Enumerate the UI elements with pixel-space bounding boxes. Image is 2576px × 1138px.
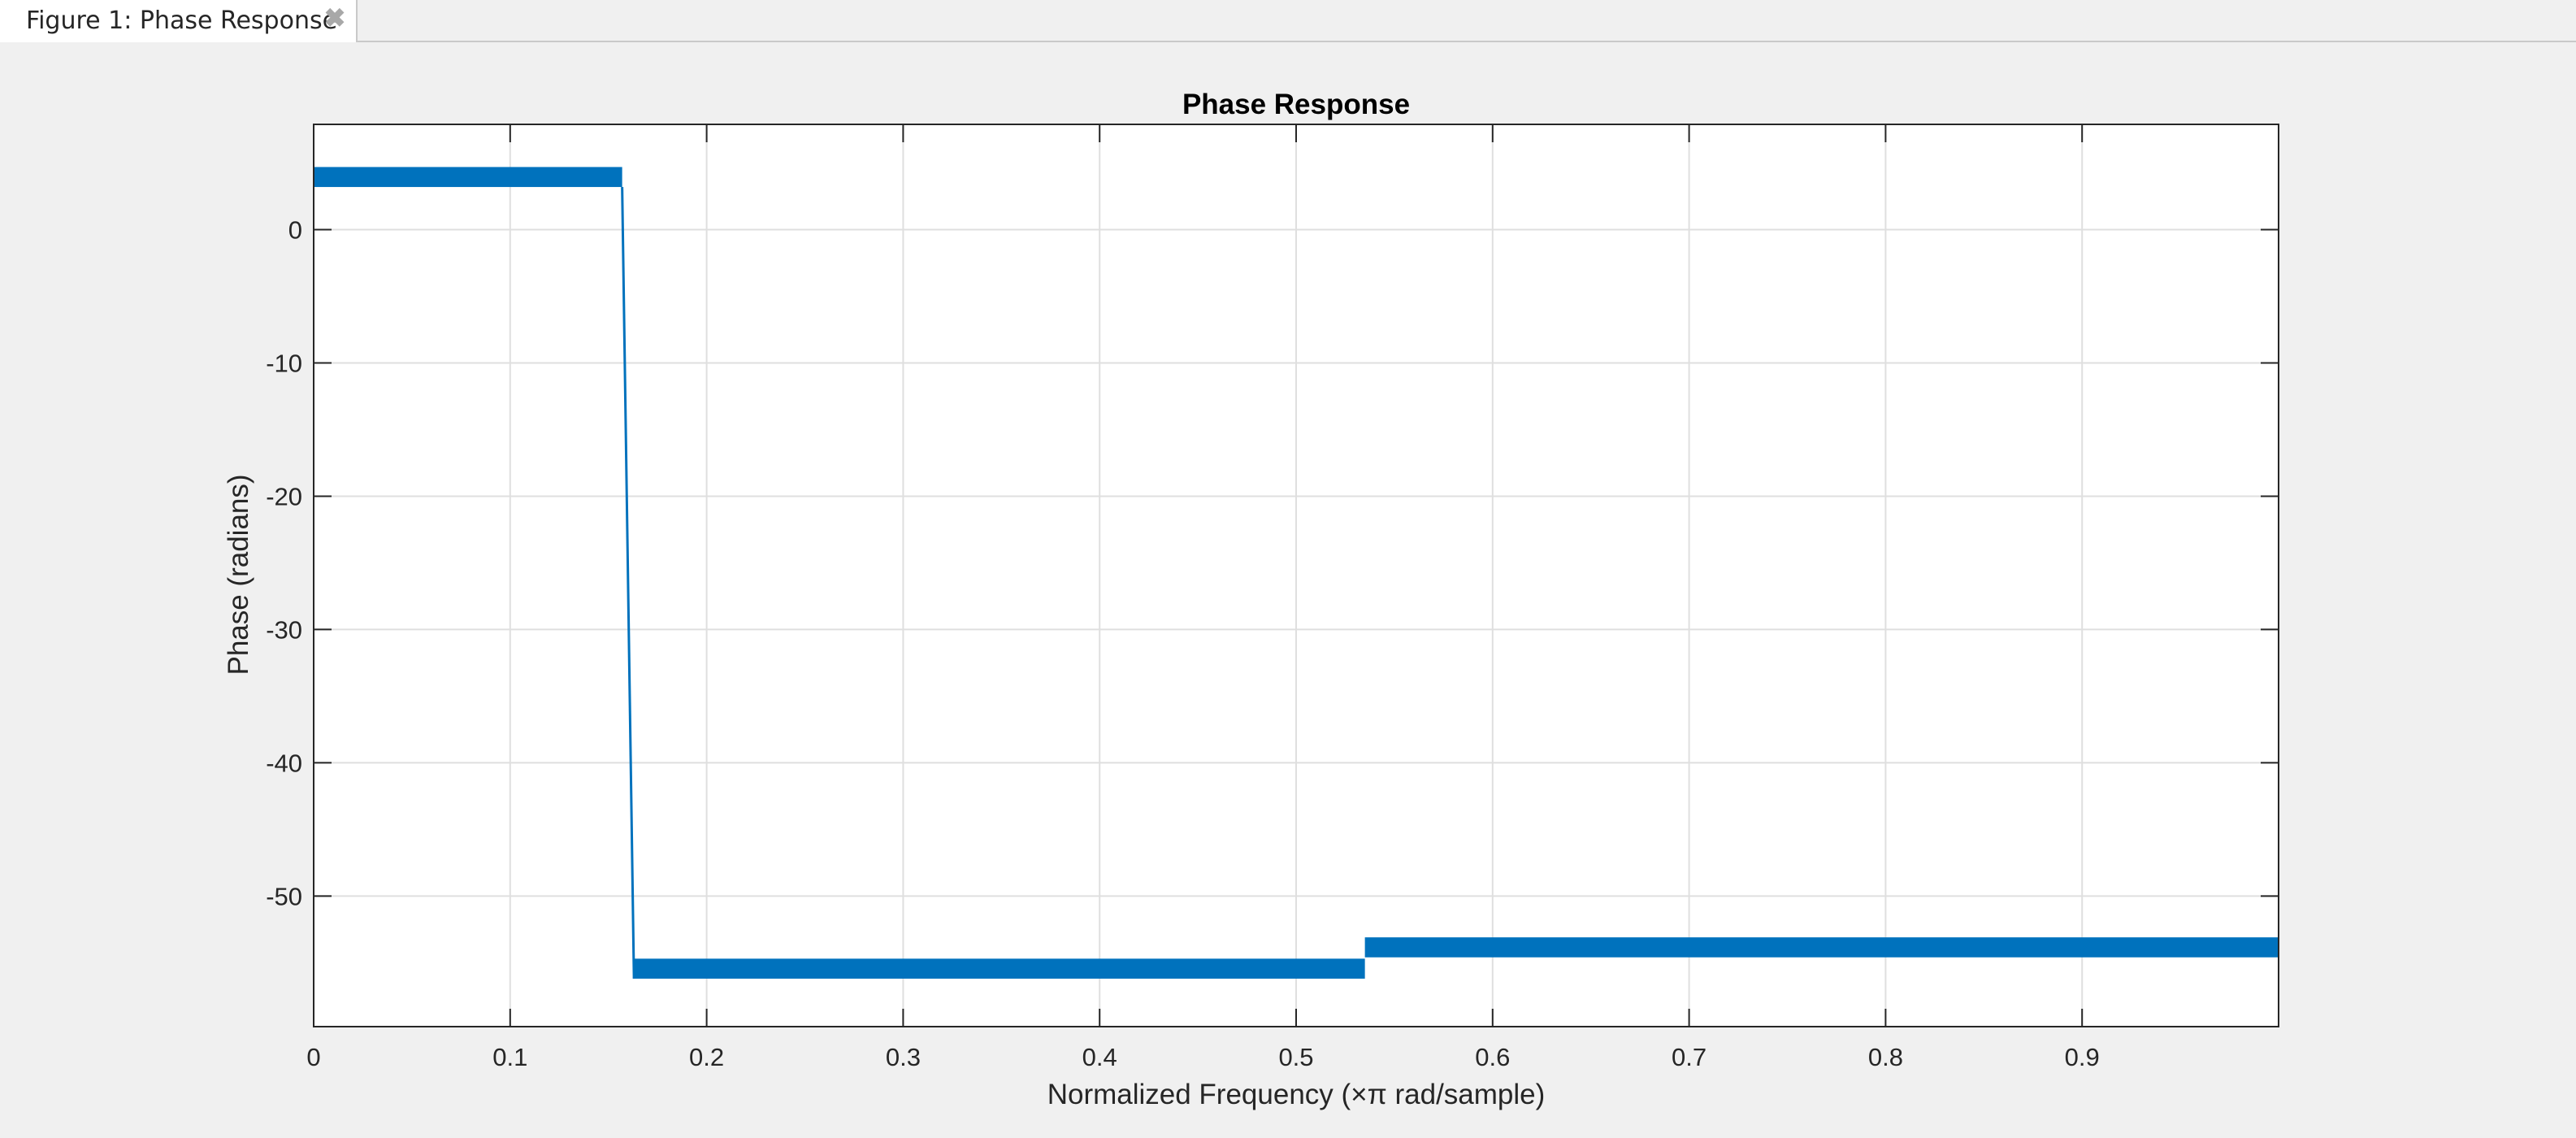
phase-band-segment [314,167,622,188]
x-axis-label: Normalized Frequency (×π rad/sample) [1047,1079,1546,1110]
y-tick-label: -50 [266,882,302,910]
y-tick-label: -30 [266,615,302,644]
phase-response-chart: 0 0.1 0.2 0.3 0.4 0.5 0.6 0.7 0.8 0.9 0 -10 -20 -30 -4… [223,89,2279,1110]
chart-title: Phase Response [1182,89,1410,120]
phase-band-segment [634,958,1365,979]
y-tick-label: 0 [288,216,302,245]
ticks: 0 0.1 0.2 0.3 0.4 0.5 0.6 0.7 0.8 0.9 0 -10 -20 -30 -4… [266,124,2279,1071]
x-tick-label: 0.2 [689,1043,724,1071]
x-tick-label: 0.3 [886,1043,921,1071]
y-tick-label: -20 [266,482,302,510]
x-tick-label: 0.5 [1278,1043,1313,1071]
figure-canvas: 0 0.1 0.2 0.3 0.4 0.5 0.6 0.7 0.8 0.9 0 -10 -20 -30 -4… [0,42,2576,1134]
x-tick-label: 0.1 [492,1043,527,1071]
data-series [314,167,2279,979]
y-axis-label: Phase (radians) [223,474,254,675]
figure-tab[interactable]: Figure 1: Phase Response ✖ [0,0,358,42]
x-tick-label: 0 [306,1043,320,1071]
x-tick-label: 0.4 [1082,1043,1117,1071]
x-tick-label: 0.6 [1475,1043,1510,1071]
x-tick-label: 0.8 [1868,1043,1903,1071]
y-tick-label: -40 [266,749,302,777]
close-icon[interactable]: ✖ [323,3,346,33]
grid [314,124,2279,1027]
y-tick-label: -10 [266,349,302,377]
x-tick-label: 0.9 [2065,1043,2100,1071]
tab-label: Figure 1: Phase Response [26,7,338,35]
phase-transition-line [621,187,635,979]
x-tick-label: 0.7 [1672,1043,1706,1071]
phase-band-segment [1364,937,2279,958]
figure-tab-bar: Figure 1: Phase Response ✖ [0,0,2576,42]
